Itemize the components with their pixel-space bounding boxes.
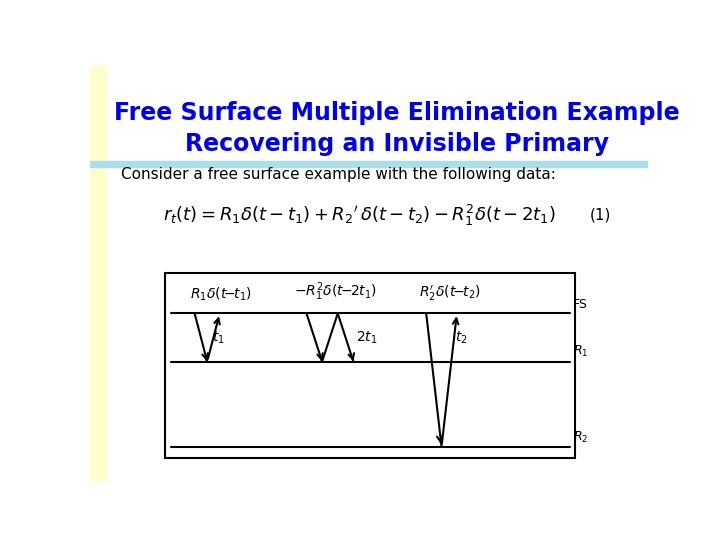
Text: $R_2'\delta(t\!\!-\!\!t_2)$: $R_2'\delta(t\!\!-\!\!t_2)$	[419, 284, 481, 303]
Bar	[90, 65, 106, 481]
Text: $t_1$: $t_1$	[212, 329, 225, 346]
Text: $r_t(t) = R_1\delta(t - t_1) + R_2{'}\ \!\delta(t - t_2) - R_1^2\delta(t - 2t_1): $r_t(t) = R_1\delta(t - t_1) + R_2{'}\ \…	[163, 202, 555, 228]
Text: $R_1\delta(t\!\!-\!\!t_1)$: $R_1\delta(t\!\!-\!\!t_1)$	[190, 286, 252, 303]
Text: $-R_1^2\delta(t\!\!-\!\!2t_1)$: $-R_1^2\delta(t\!\!-\!\!2t_1)$	[294, 280, 377, 303]
Text: Consider a free surface example with the following data:: Consider a free surface example with the…	[121, 167, 556, 183]
Text: $R_1$: $R_1$	[572, 345, 588, 360]
Text: $R_2$: $R_2$	[572, 429, 588, 444]
Text: Free Surface Multiple Elimination Example: Free Surface Multiple Elimination Exampl…	[114, 100, 680, 125]
Text: Recovering an Invisible Primary: Recovering an Invisible Primary	[185, 132, 609, 156]
Text: (1): (1)	[590, 208, 611, 223]
Text: $2t_1$: $2t_1$	[356, 329, 378, 346]
Text: $t_2$: $t_2$	[455, 329, 467, 346]
Bar	[166, 273, 575, 458]
Bar	[90, 161, 648, 167]
Text: FS: FS	[572, 298, 588, 312]
